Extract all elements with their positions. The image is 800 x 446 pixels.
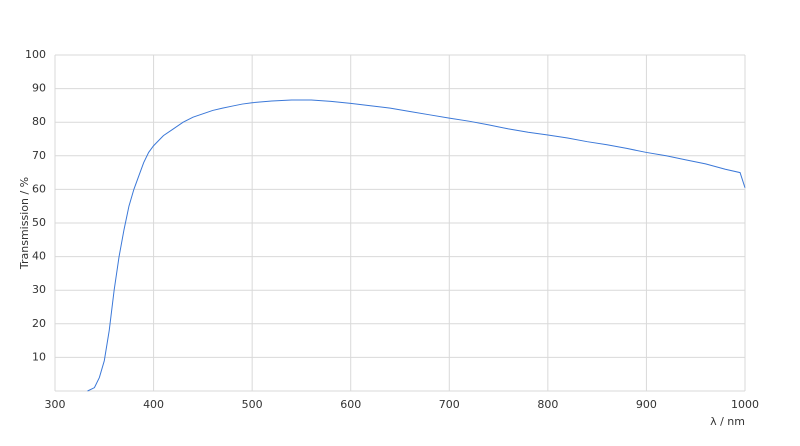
y-tick-label: 10 [32,350,46,363]
x-tick-label: 500 [242,398,263,411]
y-tick-label: 100 [25,48,46,61]
x-tick-label: 400 [143,398,164,411]
x-tick-label: 900 [636,398,657,411]
y-tick-label: 70 [32,149,46,162]
y-axis-label: Transmission / % [18,177,31,270]
data-line [87,99,746,392]
y-tick-label: 50 [32,216,46,229]
y-tick-label: 90 [32,82,46,95]
x-axis-label: λ / nm [710,415,745,428]
x-tick-label: 800 [537,398,558,411]
y-tick-label: 20 [32,317,46,330]
y-tick-label: 80 [32,115,46,128]
y-tick-label: 60 [32,182,46,195]
y-tick-label: 40 [32,250,46,263]
y-tick-label: 30 [32,283,46,296]
x-tick-label: 600 [340,398,361,411]
x-tick-label: 1000 [731,398,759,411]
x-tick-label: 700 [439,398,460,411]
x-tick-label: 300 [45,398,66,411]
